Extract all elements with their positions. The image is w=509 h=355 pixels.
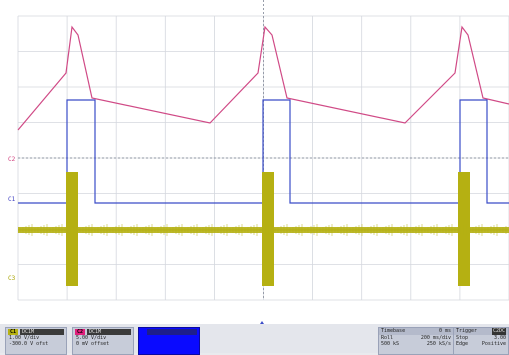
channel-2-scale: 5.00 V/div — [76, 335, 107, 341]
timebase-mode: Roll — [381, 335, 394, 341]
math-trace-descriptor[interactable] — [138, 327, 200, 355]
trigger-panel[interactable]: Trigger C2DC Stop 3.00 Edge Positive — [453, 327, 509, 355]
channel-1-tag: C1 — [8, 328, 19, 335]
channel-2-descriptor[interactable]: C2 DC1M 5.00 V/div 0 mV offset — [72, 327, 134, 355]
status-bar: C1 DC1M 1.00 V/div -300.0 V ofst C2 DC1M… — [0, 324, 509, 355]
trigger-source: C2DC — [491, 328, 506, 335]
timebase-scale: 200 ms/div — [420, 335, 451, 341]
trace-c1 — [18, 99, 509, 204]
channel-marker-c3: C3 — [8, 275, 16, 282]
channel-1-coupling: DC1M — [20, 328, 64, 335]
trigger-title: Trigger — [456, 328, 478, 334]
waveform-grid — [17, 0, 509, 324]
channel-2-offset: 0 mV offset — [76, 341, 110, 347]
channel-1-descriptor[interactable]: C1 DC1M 1.00 V/div -300.0 V ofst — [5, 327, 67, 355]
timebase-delay: 0 ms — [438, 328, 451, 334]
channel-marker-c1: C1 — [8, 196, 16, 203]
scope-display[interactable]: C2 C1 C3 — [0, 0, 509, 324]
timebase-title: Timebase — [381, 328, 406, 334]
channel-2-coupling: DC1M — [87, 328, 131, 335]
math-trace-coupling — [147, 328, 197, 335]
trigger-mode: Stop — [456, 335, 469, 341]
timebase-panel[interactable]: Timebase 0 ms Roll 200 ms/div 500 kS 250… — [378, 327, 454, 355]
trace-c2 — [17, 25, 509, 131]
trigger-position-marker — [260, 321, 264, 324]
channel-2-tag: C2 — [75, 328, 86, 335]
channel-1-scale: 1.00 V/div — [9, 335, 40, 341]
trigger-type: Edge — [456, 341, 469, 347]
timebase-samples: 500 kS — [381, 341, 400, 347]
trace-c3 — [18, 172, 509, 286]
timebase-sample-rate: 250 kS/s — [426, 341, 451, 347]
trigger-level: 3.00 — [493, 335, 506, 341]
channel-1-offset: -300.0 V ofst — [9, 341, 49, 347]
trigger-slope: Positive — [481, 341, 506, 347]
channel-marker-c2: C2 — [8, 156, 16, 163]
